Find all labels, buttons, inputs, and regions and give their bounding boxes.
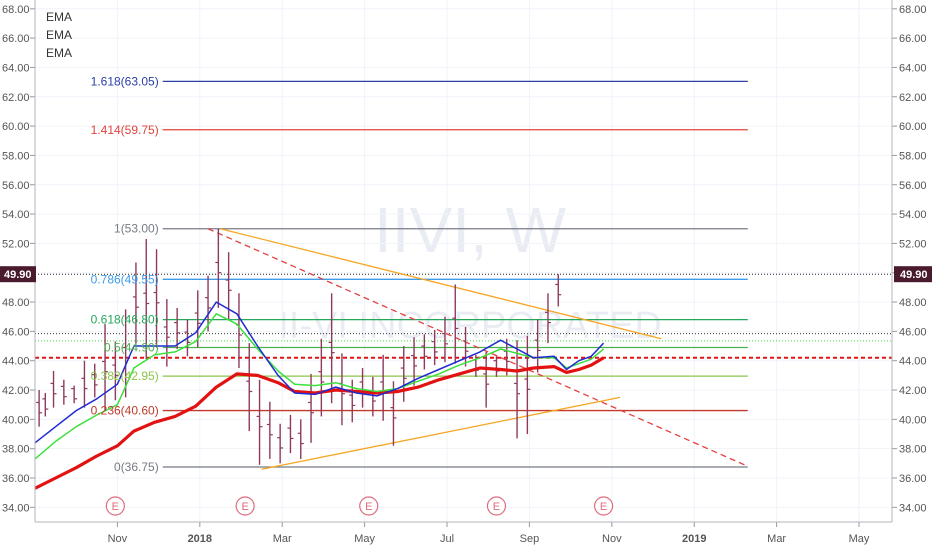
current-price-tag-right-text: 49.90	[900, 269, 928, 281]
y-tick-label-right: 52.00	[899, 238, 927, 250]
current-price-tag-left	[0, 266, 36, 283]
x-tick-label: Sep	[520, 533, 540, 545]
x-tick-label: Nov	[108, 533, 128, 545]
current-price-tag-left-text: 49.90	[4, 269, 32, 281]
trend-line	[220, 228, 662, 340]
y-tick-label-left: 58.00	[2, 150, 30, 162]
y-tick-label-right: 48.00	[899, 297, 927, 309]
current-price-tags: 49.90 49.90	[0, 266, 932, 283]
x-tick-label: May	[354, 533, 375, 545]
y-tick-label-left: 68.00	[2, 4, 30, 16]
trend-line	[207, 228, 749, 467]
earnings-marker[interactable]	[359, 496, 379, 516]
y-tick-label-right: 42.00	[899, 385, 927, 397]
trend-lines[interactable]	[207, 228, 749, 470]
earnings-marker-label: E	[365, 501, 372, 513]
y-tick-label-right: 44.00	[899, 356, 927, 368]
fibonacci-labels: 1.618(63.05) 1.414(59.75) 1(53.00) 0.786(49…	[91, 74, 159, 474]
y-tick-label-right: 68.00	[899, 4, 927, 16]
fib-level-label: 0(36.75)	[114, 460, 159, 474]
fib-level-label: 0.786(49.55)	[91, 272, 159, 286]
ema-lines	[34, 301, 605, 490]
y-tick-label-right: 58.00	[899, 150, 927, 162]
earnings-marker[interactable]	[235, 496, 255, 516]
y-tick-label-left: 34.00	[2, 502, 30, 514]
earnings-marker-label: E	[241, 501, 248, 513]
y-tick-label-left: 48.00	[2, 297, 30, 309]
y-tick-label-left: 46.00	[2, 326, 30, 338]
y-tick-label-right: 56.00	[899, 180, 927, 192]
x-tick-label: 2018	[188, 533, 212, 545]
fib-level-label: 1(53.00)	[114, 222, 159, 236]
legend[interactable]: EMA EMA EMA	[46, 10, 72, 60]
legend-item[interactable]: EMA	[46, 46, 72, 60]
fib-level-label: 0.618(46.80)	[91, 313, 159, 327]
y-tick-label-right: 38.00	[899, 444, 927, 456]
y-tick-label-right: 66.00	[899, 33, 927, 45]
fib-level-label: 0.382(42.95)	[91, 369, 159, 383]
y-tick-label-left: 36.00	[2, 473, 30, 485]
earnings-marker[interactable]	[105, 496, 125, 516]
x-tick-label: Mar	[767, 533, 786, 545]
earnings-marker[interactable]	[486, 496, 507, 516]
earnings-marker-label: E	[493, 501, 500, 513]
y-tick-label-left: 54.00	[2, 209, 30, 221]
y-tick-label-right: 34.00	[899, 502, 927, 514]
earnings-marker[interactable]	[593, 496, 614, 516]
current-price-tag-right	[894, 266, 932, 283]
y-tick-label-right: 60.00	[899, 121, 927, 133]
x-tick-label: Mar	[273, 533, 292, 545]
y-tick-label-right: 46.00	[899, 326, 927, 338]
y-tick-label-left: 66.00	[2, 33, 30, 45]
y-tick-label-left: 60.00	[2, 121, 30, 133]
y-tick-label-right: 62.00	[899, 92, 927, 104]
y-tick-label-left: 42.00	[2, 385, 30, 397]
x-tick-label: Jul	[440, 533, 454, 545]
x-tick-label: May	[849, 533, 870, 545]
x-tick-label: Nov	[602, 533, 622, 545]
x-tick-label: 2019	[682, 533, 706, 545]
legend-item[interactable]: EMA	[46, 28, 72, 42]
trend-line	[261, 396, 621, 470]
fib-level-label: 1.414(59.75)	[91, 123, 159, 137]
y-tick-label-right: 54.00	[899, 209, 927, 221]
ema-slow-line	[34, 356, 605, 490]
y-tick-label-left: 38.00	[2, 444, 30, 456]
fib-level-label: 1.618(63.05)	[91, 74, 159, 88]
y-tick-label-left: 62.00	[2, 92, 30, 104]
legend-item[interactable]: EMA	[46, 10, 72, 24]
earnings-marker-label: E	[600, 501, 607, 513]
y-tick-label-right: 40.00	[899, 414, 927, 426]
y-tick-label-left: 40.00	[2, 414, 30, 426]
earnings-marker-label: E	[112, 501, 119, 513]
y-tick-label-left: 44.00	[2, 356, 30, 368]
y-tick-label-right: 36.00	[899, 473, 927, 485]
fib-level-label: 0.5(44.90)	[104, 341, 159, 355]
y-tick-label-right: 64.00	[899, 62, 927, 74]
horizontal-levels[interactable]	[35, 273, 892, 359]
y-tick-label-left: 56.00	[2, 180, 30, 192]
watermark-company: II-VI INCORPORATED	[278, 305, 662, 347]
watermark-symbol: IIVI, W	[374, 194, 567, 266]
y-tick-label-left: 64.00	[2, 62, 30, 74]
fib-level-label: 0.236(40.60)	[91, 404, 159, 418]
grid	[35, 0, 892, 522]
y-tick-label-left: 52.00	[2, 238, 30, 250]
ema-fast-line	[34, 301, 605, 444]
